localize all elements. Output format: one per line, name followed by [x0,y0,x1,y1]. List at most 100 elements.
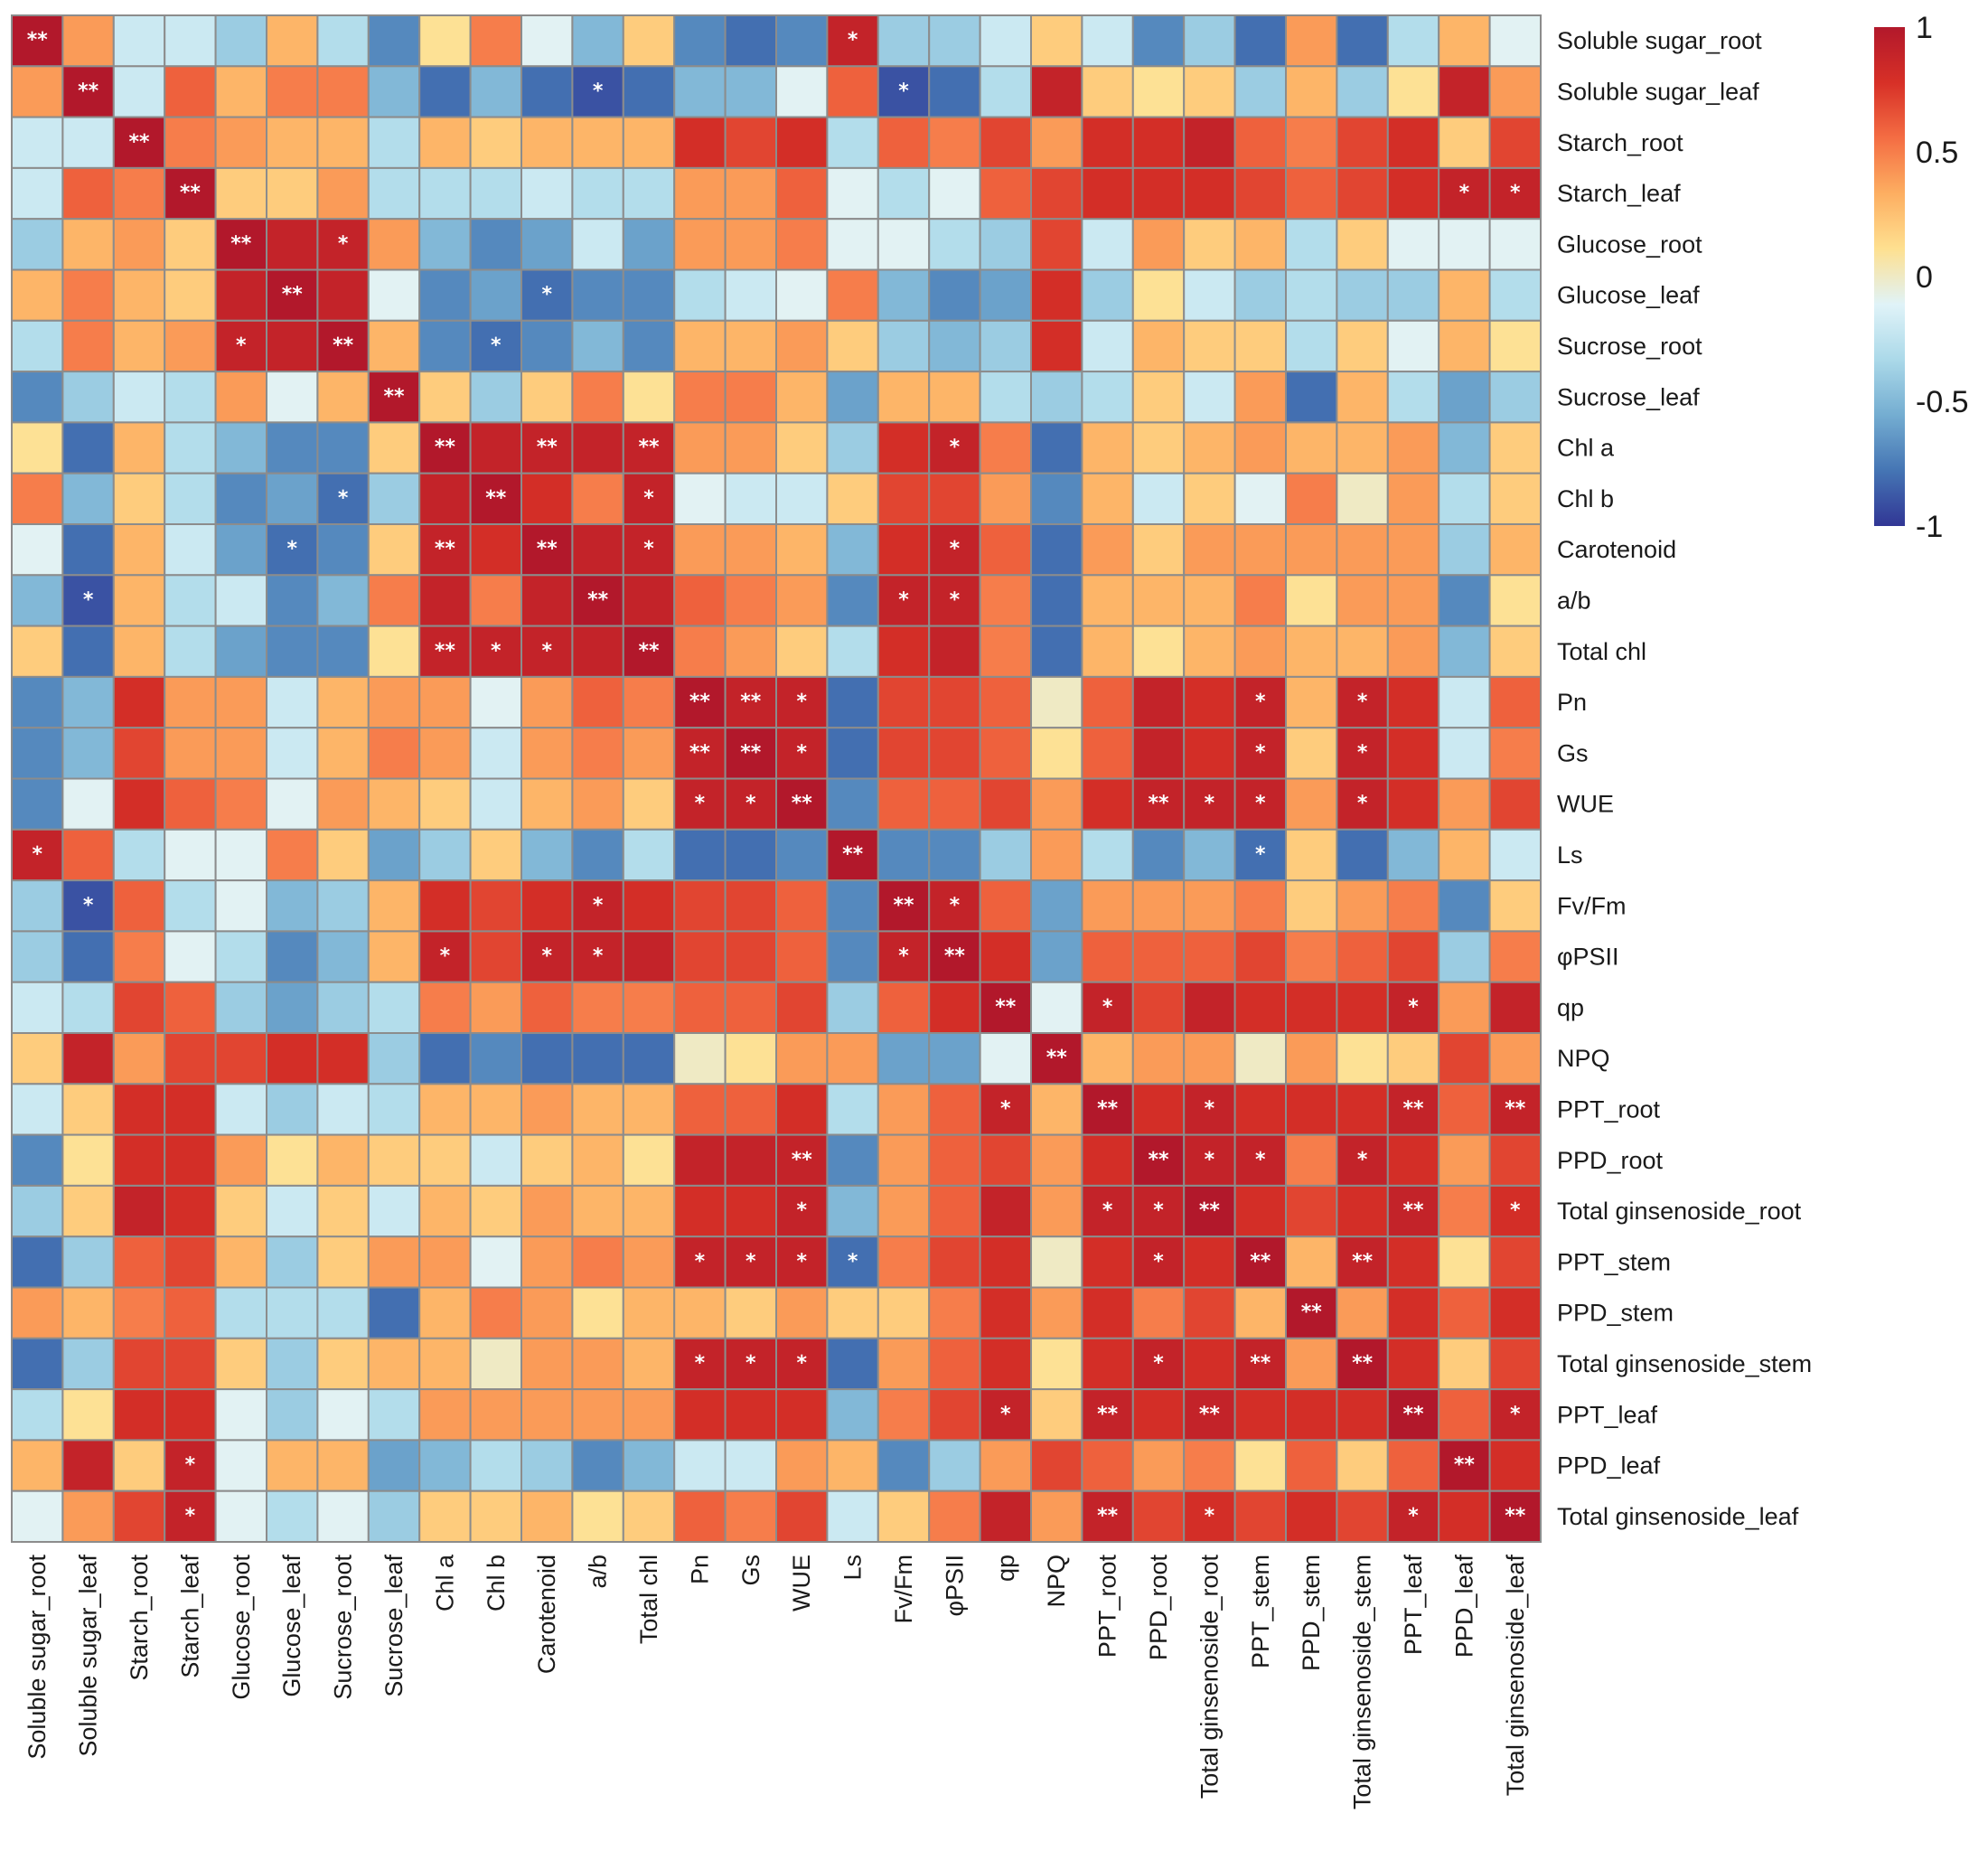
heatmap-cell [1131,14,1186,68]
heatmap-cell [1285,421,1338,474]
heatmap-cell [164,14,217,68]
heatmap-cell [1386,218,1440,271]
heatmap-cell [266,116,319,169]
heatmap-cell [1336,523,1389,577]
heatmap-cell [1285,14,1338,68]
heatmap-cell [418,625,472,678]
heatmap-cell [979,1083,1032,1136]
heatmap-cell [1183,1286,1236,1339]
heatmap-cell [11,1083,64,1136]
heatmap-cell [1285,879,1338,933]
heatmap-cell [61,14,115,68]
heatmap-cell [112,1337,166,1391]
heatmap-cell [673,319,727,373]
significance-mark: ** [1402,1199,1424,1222]
heatmap-cell [266,166,319,221]
significance-mark: ** [1250,1250,1271,1273]
heatmap-cell [1336,1032,1389,1085]
column-label: Chl b [483,1555,510,1611]
heatmap-cell [520,727,574,780]
significance-mark: ** [1148,1149,1169,1171]
heatmap-cell [1488,1439,1542,1492]
heatmap-cell [1233,166,1287,221]
heatmap-cell [1233,523,1287,577]
column-label: PPD_leaf [1450,1555,1477,1658]
heatmap-cell [1030,371,1083,424]
heatmap-cell [1438,828,1491,882]
heatmap-cell [1438,523,1491,577]
heatmap-cell [979,727,1032,780]
heatmap-cell [673,930,727,983]
row-label: PPD_stem [1557,1300,1674,1327]
heatmap-cell [61,268,115,322]
heatmap-cell [775,1439,829,1492]
heatmap-cell [724,879,777,933]
heatmap-cell [112,675,166,729]
heatmap-cell [1131,879,1186,933]
heatmap-cell [214,371,268,424]
heatmap-cell [1285,523,1338,577]
heatmap-cell [164,574,217,627]
heatmap-cell [164,1083,217,1136]
row-label: Sucrose_leaf [1557,383,1700,410]
heatmap-cell [520,777,574,831]
significance-mark: ** [1199,1199,1221,1222]
heatmap-cell [1183,116,1236,169]
heatmap-cell [214,1439,268,1492]
significance-mark: ** [740,741,762,764]
heatmap-cell [1233,1439,1287,1492]
row-label: Carotenoid [1557,536,1676,563]
significance-mark: * [1205,1149,1215,1171]
significance-mark: * [1205,793,1215,815]
heatmap-cell [1386,675,1440,729]
heatmap-cell [1336,1184,1389,1238]
significance-mark: ** [1402,1403,1424,1425]
heatmap-cell [266,1083,319,1136]
heatmap-cell [826,1083,879,1136]
heatmap-cell [214,14,268,68]
heatmap-cell [1336,930,1389,983]
heatmap-cell [469,727,522,780]
heatmap-cell [214,1489,268,1543]
heatmap-cell [61,523,115,577]
heatmap-cell [1183,268,1236,322]
heatmap-cell [1081,1133,1134,1187]
heatmap-cell [826,116,879,169]
heatmap-cell [1131,65,1186,118]
heatmap-cell [826,268,879,322]
heatmap-cell [164,1286,217,1339]
column-label: Total ginsenoside_root [1196,1555,1223,1799]
heatmap-cell [367,727,421,780]
heatmap-cell [1488,65,1542,118]
heatmap-cell [61,675,115,729]
heatmap-cell [1081,65,1134,118]
significance-mark: * [1102,1199,1113,1222]
heatmap-cell [266,218,319,271]
heatmap-cell [1233,1337,1287,1391]
heatmap-cell [1233,1236,1287,1289]
row-label: PPT_stem [1557,1248,1671,1275]
heatmap-cell [979,777,1032,831]
heatmap-cell [1488,625,1542,678]
heatmap-cell [469,1083,522,1136]
significance-mark: ** [435,538,456,560]
heatmap-cell [877,65,931,118]
heatmap-cell [1438,472,1491,526]
heatmap-cell [1336,116,1389,169]
heatmap-cell [979,319,1032,373]
column-label: qp [992,1555,1019,1582]
heatmap-cell [214,625,268,678]
heatmap-cell [826,166,879,221]
heatmap-cell [826,218,879,271]
significance-mark: ** [537,437,558,459]
heatmap-cell [1336,1337,1389,1391]
heatmap-cell [571,777,624,831]
heatmap-cell [724,574,777,627]
significance-mark: * [746,1250,756,1273]
heatmap-cell [673,1083,727,1136]
heatmap-cell [61,421,115,474]
heatmap-cell [469,981,522,1034]
column-label: PPD_root [1145,1555,1172,1661]
heatmap-cell [11,574,64,627]
column-label: PPT_stem [1247,1555,1274,1668]
